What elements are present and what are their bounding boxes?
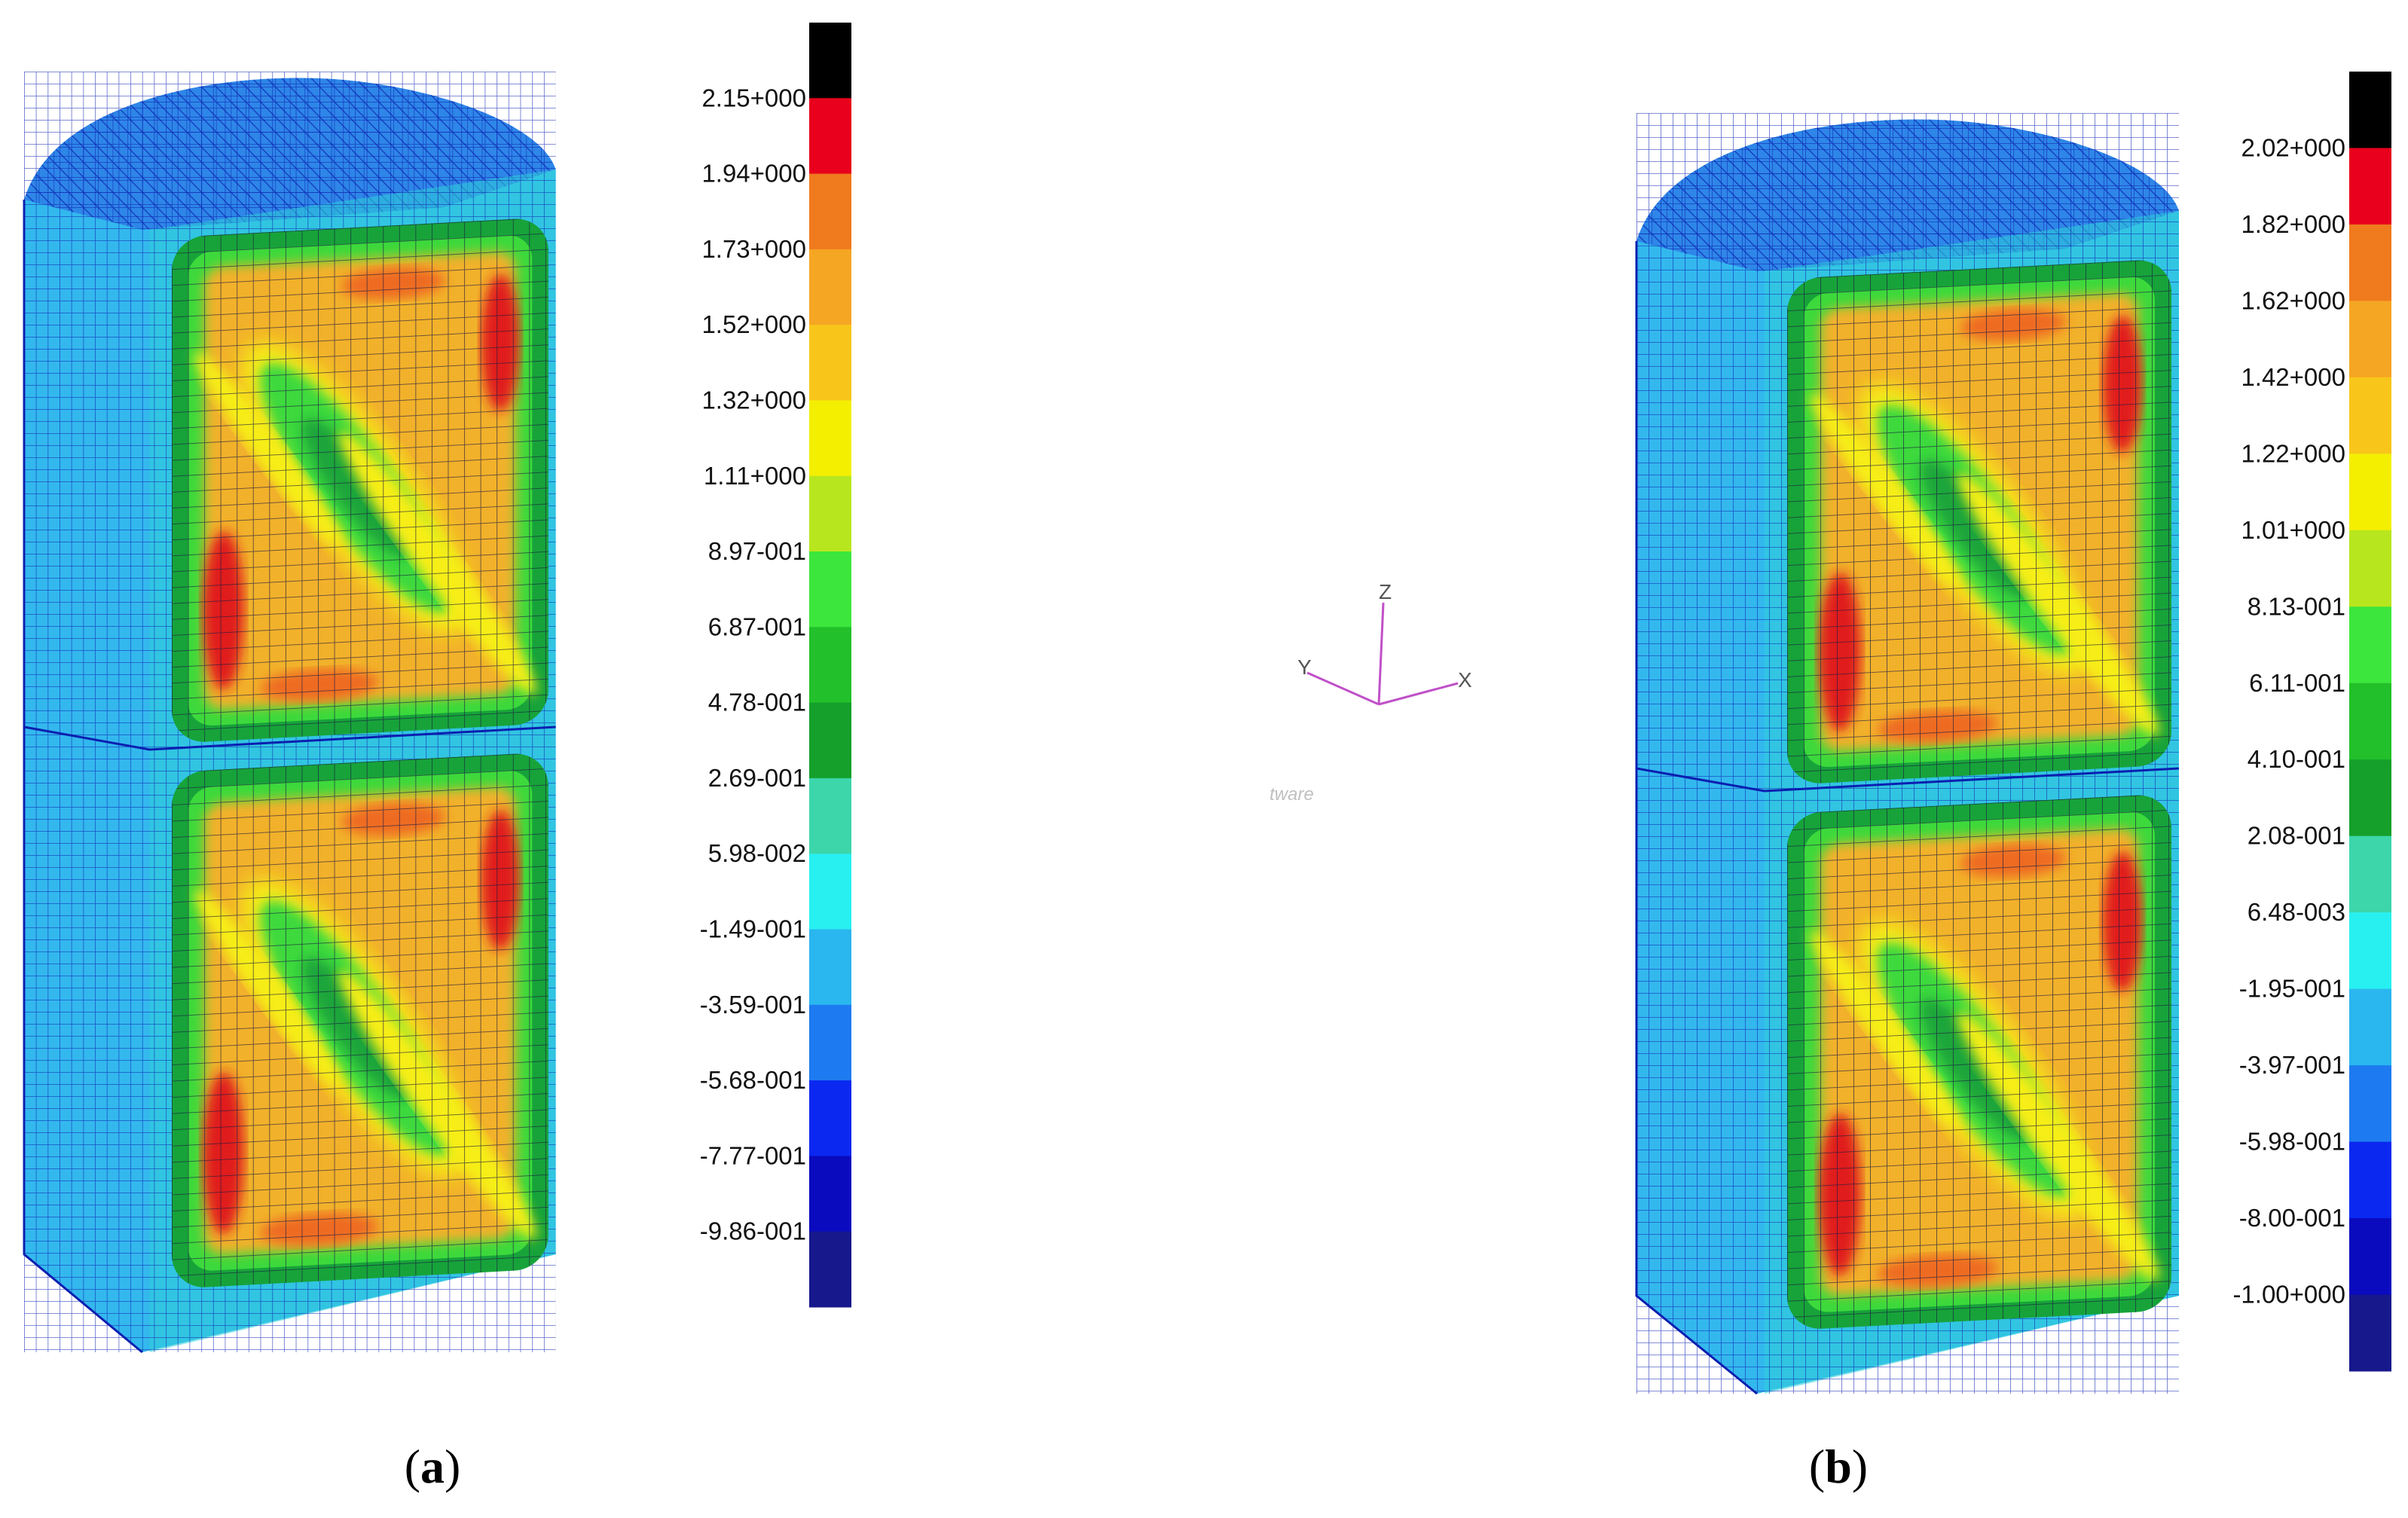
legend-swatch (809, 173, 851, 250)
legend-swatch (809, 551, 851, 628)
legend-swatch (809, 325, 851, 401)
legend-swatch (809, 249, 851, 325)
legend-swatch (809, 475, 851, 552)
legend-swatch (809, 1080, 851, 1156)
legend-tick-label: 4.10-001 (2248, 745, 2345, 773)
watermark-text: tware (1270, 784, 1314, 805)
legend-swatch (809, 1231, 851, 1308)
legend-tick-label: 6.11-001 (2249, 669, 2345, 697)
legend-tick-label: 2.15+000 (701, 84, 806, 111)
legend-tick-label: 6.48-003 (2248, 898, 2345, 926)
legend-colorbar-a: 2.15+000 1.94+000 1.73+000 1.52+000 1.32+000… (700, 23, 851, 1308)
specimen-mesh-a (24, 72, 556, 1352)
legend-swatch (809, 1156, 851, 1232)
legend-tick-label: -1.95-001 (2239, 975, 2345, 1003)
legend-tick-label: 1.94+000 (701, 160, 806, 188)
legend-colorbar-b: 2.02+000 1.82+000 1.62+000 1.42+000 1.22+000… (2232, 72, 2391, 1372)
legend-tick-label: 1.82+000 (2241, 210, 2345, 238)
legend-tick-label: -9.86-001 (700, 1217, 806, 1245)
legend-swatch (2349, 148, 2391, 225)
legend-tick-label: 2.02+000 (2241, 133, 2345, 161)
axis-z-label: Z (1379, 580, 1392, 603)
legend-tick-label: 2.69-001 (708, 764, 806, 792)
legend-swatch (2349, 1218, 2391, 1296)
legend-swatch (2349, 1294, 2391, 1372)
legend-tick-label: -8.00-001 (2239, 1204, 2345, 1232)
legend-swatch (809, 1004, 851, 1081)
legend-tick-label: 2.08-001 (2248, 822, 2345, 850)
legend-tick-label: -1.00+000 (2232, 1281, 2345, 1309)
legend-swatch (2349, 377, 2391, 454)
legend-swatch (2349, 1065, 2391, 1143)
legend-swatch (2349, 835, 2391, 913)
legend-swatch (809, 777, 851, 854)
legend-swatch (2349, 683, 2391, 760)
legend-tick-label: 1.11+000 (704, 462, 806, 490)
legend-tick-label: 1.01+000 (2241, 516, 2345, 544)
legend-tick-label: -5.98-001 (2239, 1128, 2345, 1156)
legend-tick-label: -3.97-001 (2239, 1051, 2345, 1079)
legend-swatch (809, 702, 851, 779)
legend-tick-label: -7.77-001 (700, 1141, 806, 1169)
caption-b: (b) (1809, 1440, 1868, 1493)
legend-swatch (809, 98, 851, 175)
legend-tick-label: 8.97-001 (708, 537, 806, 565)
axis-x-label: X (1458, 668, 1472, 692)
legend-tick-label: 1.22+000 (2241, 439, 2345, 467)
axis-triad: Z Y X tware (1270, 580, 1472, 805)
legend-tick-label: 4.78-001 (708, 689, 806, 716)
legend-tick-label: -3.59-001 (700, 991, 806, 1019)
legend-swatch (2349, 72, 2391, 148)
specimen-mesh-b (1636, 113, 2179, 1394)
legend-tick-label: -1.49-001 (700, 915, 806, 943)
legend-tick-label: 1.62+000 (2241, 286, 2345, 314)
legend-swatch (2349, 454, 2391, 531)
legend-swatch (2349, 912, 2391, 990)
legend-tick-label: 1.42+000 (2241, 363, 2345, 391)
legend-swatch (2349, 301, 2391, 378)
legend-swatch (809, 929, 851, 1006)
legend-swatch (2349, 224, 2391, 301)
legend-tick-label: -5.68-001 (700, 1066, 806, 1094)
legend-swatch (809, 854, 851, 930)
legend-swatch (809, 627, 851, 704)
legend-swatch (809, 400, 851, 477)
axis-y-label: Y (1297, 655, 1312, 679)
legend-tick-label: 1.32+000 (701, 386, 806, 414)
legend-swatch (2349, 606, 2391, 684)
legend-swatch (2349, 759, 2391, 837)
legend-swatch (2349, 988, 2391, 1066)
legend-swatch (809, 23, 851, 99)
legend-tick-label: 1.52+000 (701, 310, 806, 338)
legend-tick-label: 1.73+000 (701, 235, 806, 263)
legend-tick-label: 5.98-002 (708, 839, 806, 867)
legend-swatch (2349, 530, 2391, 607)
legend-tick-label: 8.13-001 (2248, 592, 2345, 620)
legend-swatch (2349, 1141, 2391, 1219)
legend-tick-label: 6.87-001 (708, 612, 806, 640)
caption-a: (a) (405, 1440, 461, 1493)
